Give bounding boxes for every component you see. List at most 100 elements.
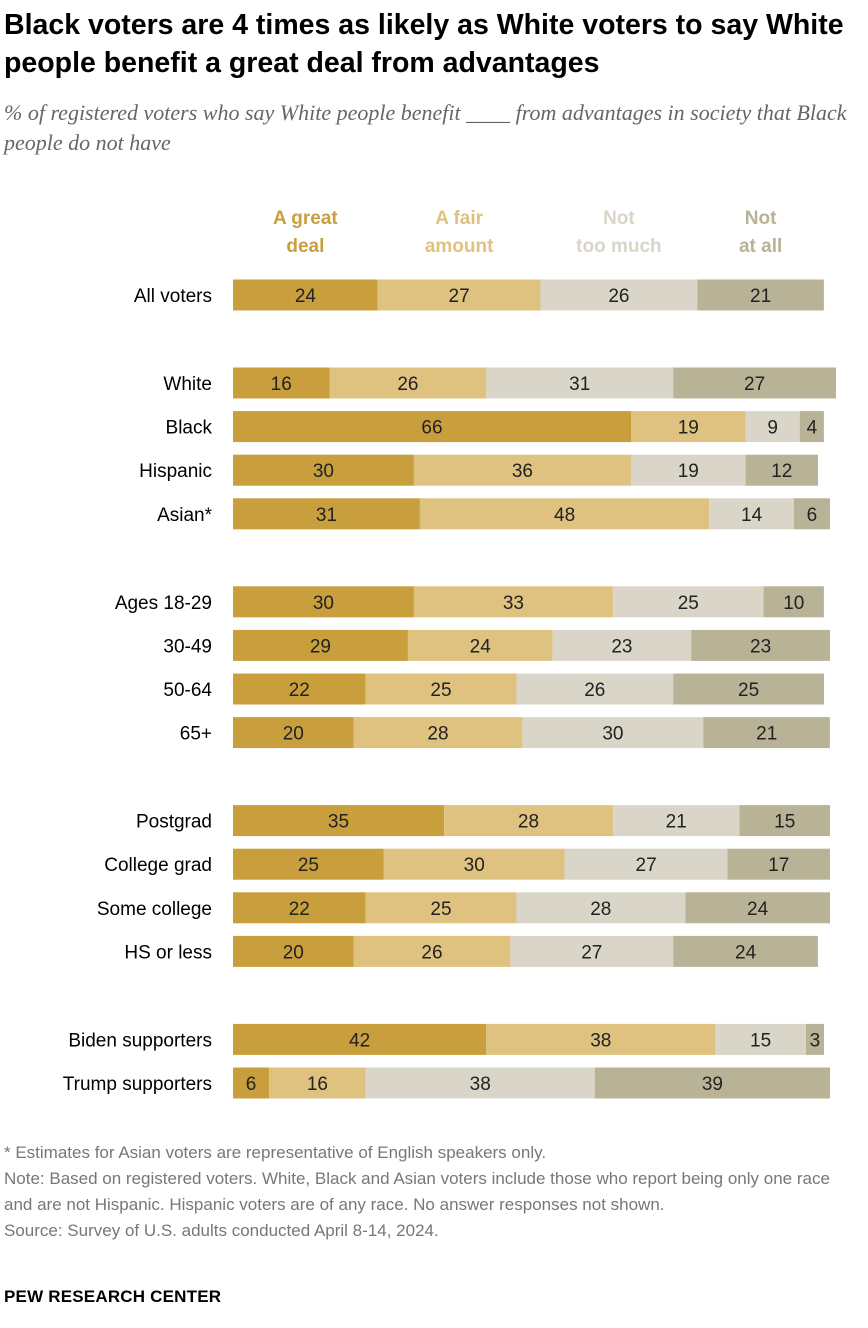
bar-value-label: 30 <box>313 461 334 482</box>
row-label: 30-49 <box>163 636 212 657</box>
row-label: Ages 18-29 <box>115 593 212 614</box>
bar-value-label: 9 <box>767 418 778 439</box>
bar-segment-a-great-deal <box>233 411 631 443</box>
bar-value-label: 25 <box>298 855 319 876</box>
bar-row-30-49: 30-49 29 24 23 23 <box>163 629 830 661</box>
chart-legend: A great deal A fair amount Not too much Not at … <box>273 208 782 257</box>
row-label: Hispanic <box>139 461 212 482</box>
bar-value-label: 24 <box>470 636 492 657</box>
bar-row-college-grad: College grad 25 30 27 17 <box>104 848 830 880</box>
bar-segment-a-great-deal <box>233 717 354 749</box>
bar-value-label: 42 <box>349 1030 370 1051</box>
bar-segment-not-too-much <box>522 717 704 749</box>
bar-segment-not-too-much <box>631 454 746 486</box>
bar-value-label: 35 <box>328 812 349 833</box>
bar-row-white: White 16 26 31 27 <box>163 367 836 399</box>
bar-value-label: 20 <box>283 724 304 745</box>
bar-segment-not-too-much <box>365 1067 595 1099</box>
bar-row-asian: Asian* 31 48 14 6 <box>157 498 830 530</box>
bar-segment-a-great-deal <box>233 279 378 311</box>
bar-segment-not-at-all <box>697 279 824 311</box>
bar-value-label: 24 <box>295 286 317 307</box>
bar-segment-not-at-all <box>739 805 830 837</box>
bar-value-label: 20 <box>283 942 304 963</box>
bar-segment-a-great-deal <box>233 1067 270 1099</box>
row-label: College grad <box>104 855 212 876</box>
bar-value-label: 31 <box>316 505 337 526</box>
bar-value-label: 28 <box>518 812 539 833</box>
bar-segment-not-too-much <box>612 586 764 618</box>
bar-value-label: 38 <box>470 1074 491 1095</box>
bar-segment-not-at-all <box>673 935 818 967</box>
bar-segment-a-great-deal <box>233 454 414 486</box>
bar-value-label: 15 <box>750 1030 771 1051</box>
legend-not-at-all: Not at all <box>739 208 782 257</box>
bar-value-label: 6 <box>807 505 818 526</box>
bar-value-label: 26 <box>584 680 605 701</box>
bar-segment-a-fair-amount <box>269 1067 366 1099</box>
bar-value-label: 24 <box>747 899 769 920</box>
bar-segment-a-fair-amount <box>365 892 517 924</box>
bar-row-biden-supporters: Biden supporters 42 38 15 3 <box>68 1023 824 1055</box>
methodology-note: Note: Based on registered voters. White,… <box>4 1169 830 1214</box>
bar-segment-a-great-deal <box>233 367 330 399</box>
bar-value-label: 24 <box>735 942 757 963</box>
bar-segment-not-at-all <box>805 1023 824 1055</box>
bar-row-hs-or-less: HS or less 20 26 27 24 <box>124 935 818 967</box>
bar-value-label: 25 <box>430 680 451 701</box>
bar-row-some-college: Some college 22 25 28 24 <box>97 892 830 924</box>
bar-segment-a-fair-amount <box>444 805 613 837</box>
bar-segment-not-at-all <box>691 629 830 661</box>
bar-value-label: 39 <box>702 1074 723 1095</box>
bar-value-label: 4 <box>807 418 818 439</box>
bar-segment-a-fair-amount <box>353 935 511 967</box>
bar-value-label: 27 <box>581 942 602 963</box>
bar-segment-not-too-much <box>715 1023 806 1055</box>
bar-segment-a-fair-amount <box>407 629 553 661</box>
row-label: White <box>163 374 212 395</box>
row-label: All voters <box>134 286 212 307</box>
bar-segment-not-too-much <box>564 848 728 880</box>
bar-value-label: 25 <box>678 593 699 614</box>
bar-value-label: 21 <box>666 812 687 833</box>
bar-segment-a-great-deal <box>233 498 420 530</box>
bar-segment-a-great-deal <box>233 892 366 924</box>
bar-value-label: 25 <box>430 899 451 920</box>
bar-segment-not-too-much <box>540 279 698 311</box>
bar-segment-not-at-all <box>793 498 830 530</box>
bar-segment-not-at-all <box>594 1067 830 1099</box>
stacked-bar-chart: A great deal A fair amount Not too much Not at … <box>63 208 836 1099</box>
bar-segment-a-fair-amount <box>383 848 565 880</box>
bar-value-label: 19 <box>678 461 699 482</box>
row-label: 50-64 <box>163 680 212 701</box>
bar-segment-not-at-all <box>673 367 836 399</box>
bar-row-50-64: 50-64 22 25 26 25 <box>163 673 824 705</box>
bar-value-label: 22 <box>289 899 310 920</box>
bar-segment-not-too-much <box>552 629 692 661</box>
chart-title: Black voters are 4 times as likely as Wh… <box>4 9 844 79</box>
bar-segment-not-at-all <box>673 673 824 705</box>
row-label: Trump supporters <box>63 1074 212 1095</box>
bar-segment-not-at-all <box>685 892 830 924</box>
bar-row-ages-18-29: Ages 18-29 30 33 25 10 <box>115 586 824 618</box>
bar-segment-a-great-deal <box>233 673 366 705</box>
bar-row-black: Black 66 19 9 4 <box>166 411 824 443</box>
legend-a-great-deal: A great deal <box>273 208 338 257</box>
bar-value-label: 30 <box>602 724 623 745</box>
source-note: Source: Survey of U.S. adults conducted … <box>4 1221 439 1240</box>
bar-value-label: 38 <box>590 1030 611 1051</box>
bar-segment-not-at-all <box>703 717 830 749</box>
bar-segment-not-too-much <box>486 367 674 399</box>
legend-not-too-much: Not too much <box>576 208 662 257</box>
bar-value-label: 21 <box>750 286 771 307</box>
bar-value-label: 26 <box>421 942 442 963</box>
bar-segment-a-great-deal <box>233 1023 487 1055</box>
chart-subtitle: % of registered voters who say White peo… <box>4 100 847 155</box>
bar-segment-not-at-all <box>745 454 818 486</box>
bar-value-label: 14 <box>741 505 763 526</box>
bar-row-postgrad: Postgrad 35 28 21 15 <box>136 805 830 837</box>
bar-value-label: 3 <box>810 1030 821 1051</box>
bar-value-label: 10 <box>783 593 804 614</box>
bar-segment-not-at-all <box>799 411 824 443</box>
bar-value-label: 16 <box>271 374 292 395</box>
